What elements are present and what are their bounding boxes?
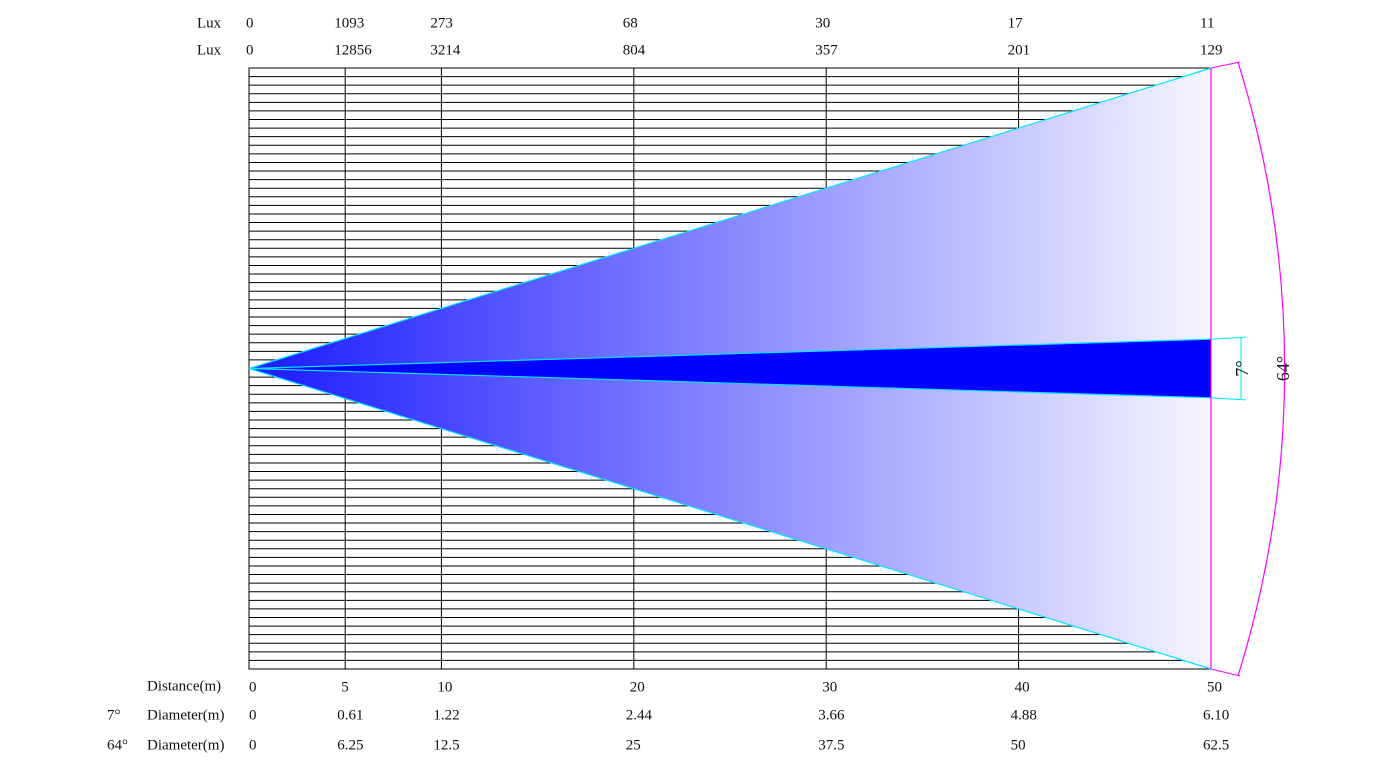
lux-value: 17 [1008, 15, 1024, 31]
diameter-value: 1.22 [433, 707, 459, 723]
lux-value: 129 [1200, 42, 1223, 58]
beam-angle: 64° [107, 737, 128, 753]
diameter-label: Diameter(m) [147, 707, 224, 723]
lux-label: Lux [197, 42, 222, 58]
distance-value: 5 [341, 679, 349, 695]
distance-value: 40 [1015, 679, 1030, 695]
distance-value: 50 [1207, 679, 1222, 695]
beam-edge [248, 338, 1212, 370]
diameter-value: 0 [249, 707, 257, 723]
beam-edge [248, 367, 1212, 399]
angle-label: 64° [1273, 356, 1293, 381]
diameter-value: 0 [249, 737, 257, 753]
arc-tick [1210, 61, 1241, 69]
dim-7-bottom [1210, 397, 1247, 401]
lux-value: 30 [815, 15, 830, 31]
diameter-value: 25 [626, 737, 641, 753]
distance-value: 30 [822, 679, 837, 695]
lux-value: 1093 [334, 15, 364, 31]
distance-value: 0 [249, 679, 257, 695]
lux-label: Lux [197, 15, 222, 31]
diameter-value: 6.25 [337, 737, 363, 753]
lux-value: 0 [246, 42, 254, 58]
lux-value: 273 [430, 15, 453, 31]
lux-value: 0 [246, 15, 254, 31]
diameter-value: 3.66 [818, 707, 845, 723]
diameter-value: 4.88 [1011, 707, 1037, 723]
arc-tick [1210, 668, 1241, 677]
lux-value: 201 [1008, 42, 1031, 58]
lux-value: 3214 [430, 42, 461, 58]
dim-7-top [1210, 336, 1247, 340]
diameter-value: 6.10 [1203, 707, 1229, 723]
beam-edge [248, 367, 1212, 670]
distance-label: Distance(m) [147, 678, 221, 694]
angle-label: 7° [1232, 360, 1252, 376]
beam-angle: 7° [107, 707, 121, 723]
diameter-value: 12.5 [433, 737, 459, 753]
lux-value: 68 [623, 15, 638, 31]
lux-value: 357 [815, 42, 838, 58]
diameter-value: 50 [1011, 737, 1026, 753]
beam-7 [249, 339, 1211, 398]
distance-value: 10 [437, 679, 452, 695]
distance-value: 20 [630, 679, 645, 695]
lux-value: 11 [1200, 15, 1214, 31]
diameter-value: 2.44 [626, 707, 653, 723]
diameter-label: Diameter(m) [147, 737, 224, 753]
lux-value: 12856 [334, 42, 372, 58]
angle-arc-64 [1237, 61, 1286, 677]
beam-edge [248, 67, 1212, 370]
diameter-value: 62.5 [1203, 737, 1229, 753]
diameter-value: 37.5 [818, 737, 844, 753]
lux-value: 804 [623, 42, 646, 58]
diameter-value: 0.61 [337, 707, 363, 723]
